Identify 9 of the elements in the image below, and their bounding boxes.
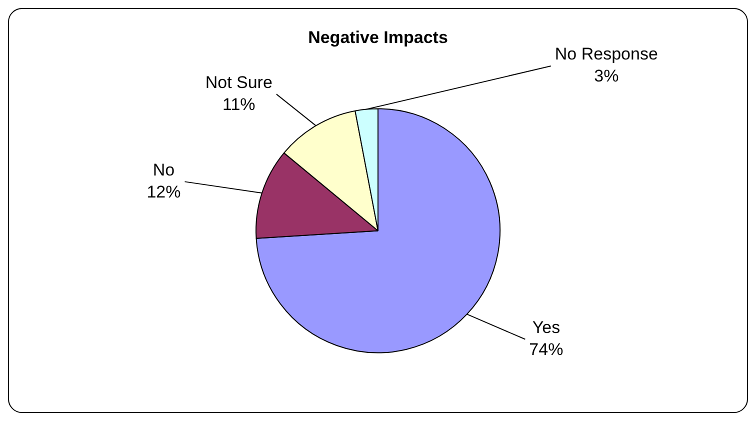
chart-title: Negative Impacts (308, 28, 448, 47)
slice-label: No (152, 160, 175, 180)
data-label: 3% (594, 66, 619, 86)
data-label: 74% (529, 340, 564, 359)
slice-label: Yes (532, 318, 560, 337)
data-label: 11% (222, 94, 256, 114)
data-label: 12% (146, 182, 181, 202)
slice-label: No Response (554, 44, 658, 64)
slice-label: Not Sure (205, 72, 272, 92)
